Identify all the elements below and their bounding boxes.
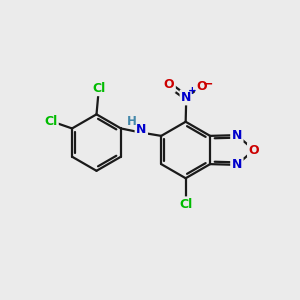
- Text: H: H: [127, 115, 136, 128]
- Text: N: N: [181, 91, 191, 104]
- Text: N: N: [232, 158, 242, 171]
- Text: Cl: Cl: [44, 115, 57, 128]
- Text: Cl: Cl: [179, 198, 192, 211]
- Text: O: O: [164, 78, 174, 92]
- Text: O: O: [196, 80, 207, 93]
- Text: O: O: [248, 143, 259, 157]
- Text: N: N: [232, 129, 242, 142]
- Text: Cl: Cl: [92, 82, 106, 95]
- Text: N: N: [136, 123, 146, 136]
- Text: +: +: [188, 86, 197, 96]
- Text: −: −: [203, 77, 214, 90]
